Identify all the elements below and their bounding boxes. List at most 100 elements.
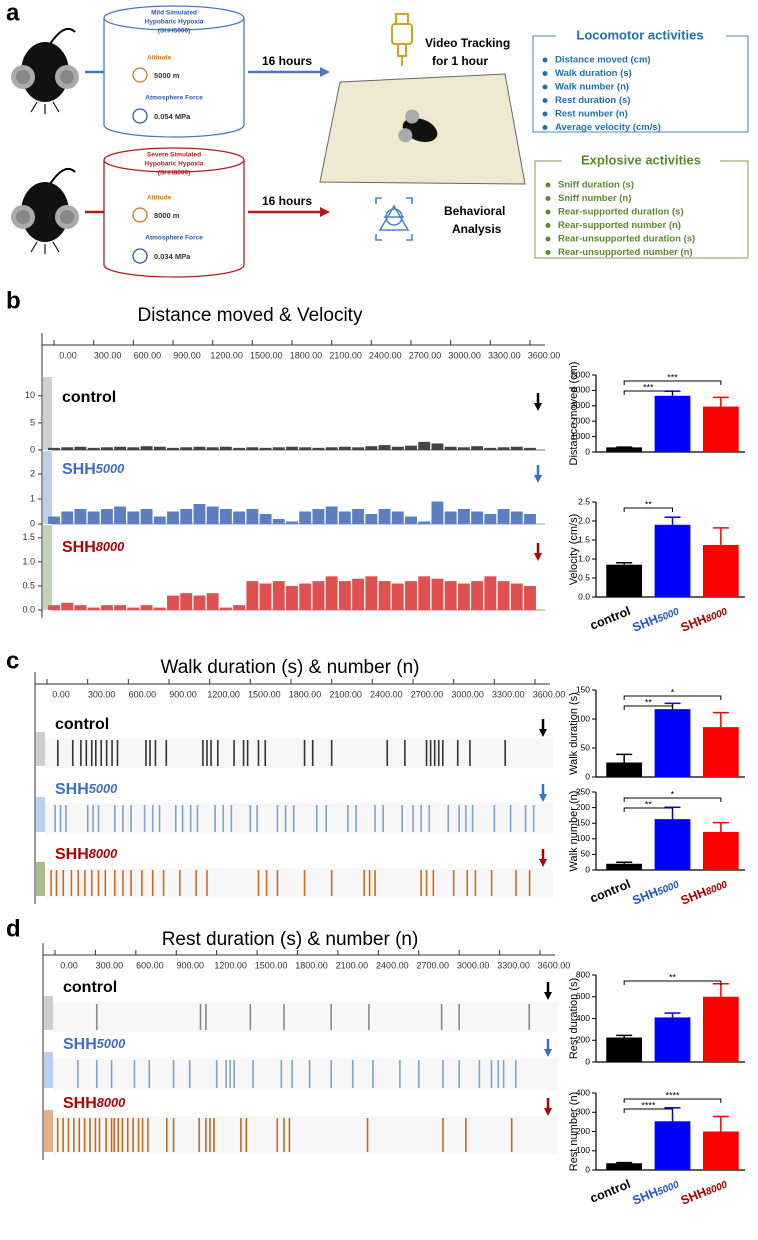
y-axis-label: Distance moved (cm): [568, 362, 580, 466]
activity-item: Sniff number (n): [558, 193, 631, 204]
track-label: control: [63, 979, 117, 996]
y-tick-label: 200: [576, 1035, 590, 1045]
trace-bar: [140, 446, 153, 450]
x-tick-label: 3000.00: [451, 689, 484, 699]
y-axis-label: Rest duration (s): [568, 978, 580, 1059]
marker-arrow-head: [534, 553, 542, 561]
track-band: [53, 1002, 558, 1032]
y-tick-label: 1.0: [578, 553, 590, 563]
trace-bar: [431, 578, 444, 610]
y-tick-label: 0: [30, 518, 35, 528]
force-value: 0.034 MPa: [154, 252, 191, 261]
significance-label: *: [671, 687, 675, 697]
trace-bar: [338, 581, 351, 610]
track-band: [45, 803, 553, 834]
track-strip: [44, 996, 53, 1030]
panel-label: d: [6, 915, 21, 942]
chamber-abbr: (SHH5000): [158, 28, 191, 35]
chamber-title: Hypobaric Hypoxia: [145, 19, 204, 26]
trace-bar: [497, 509, 510, 524]
y-tick-label: 0: [585, 864, 590, 874]
x-tick-label: 1800.00: [289, 689, 322, 699]
x-tick-label: 3600.00: [538, 960, 571, 970]
trace-bar: [524, 447, 536, 450]
trace-bar: [206, 506, 219, 524]
y-tick-label: 0: [585, 446, 590, 456]
trace-bar: [378, 445, 391, 450]
x-tick-label: SHH8000: [679, 604, 730, 635]
trace-bar: [272, 581, 285, 610]
trace-bar: [74, 605, 87, 610]
trace-bar: [338, 511, 351, 524]
altitude-label: Altitude: [147, 55, 172, 62]
trace-bar: [418, 576, 431, 610]
x-tick-label: 1800.00: [295, 960, 328, 970]
significance-bracket: [623, 695, 722, 700]
trace-bar: [48, 447, 60, 450]
y-tick-label: 1000: [571, 431, 590, 441]
bullet: [542, 125, 548, 130]
x-tick-label: control: [588, 1177, 633, 1206]
activity-item: Rear-supported duration (s): [558, 207, 684, 218]
trace-bar: [74, 509, 87, 524]
y-tick-label: 0.5: [22, 580, 35, 590]
trace-bar: [219, 509, 232, 524]
x-tick-label: control: [588, 604, 633, 633]
x-tick-label: 1200.00: [207, 689, 240, 699]
y-tick-label: 1.5: [578, 534, 590, 544]
bar: [606, 1163, 643, 1170]
trace-bar: [431, 443, 444, 450]
panel-label: b: [6, 287, 21, 314]
x-tick-label: 2700.00: [411, 689, 444, 699]
video-label: for 1 hour: [432, 54, 488, 68]
bullet: [545, 250, 551, 255]
marker-arrow-head: [544, 992, 552, 1000]
force-label: Atmosphere Force: [145, 95, 203, 102]
bullet: [542, 57, 548, 63]
y-tick-label: 400: [576, 1087, 590, 1097]
track-strip: [36, 797, 45, 832]
x-tick-label: 3000.00: [457, 960, 490, 970]
mouse-icon: [11, 28, 79, 114]
trace-bar: [510, 446, 523, 450]
trace-bar: [484, 576, 497, 610]
y-tick-label: 5: [30, 417, 35, 427]
bar: [702, 996, 739, 1062]
y-tick-label: 0: [585, 1056, 590, 1066]
trace-bar: [140, 605, 153, 610]
trace-bar: [457, 509, 470, 524]
marker-arrow-head: [534, 403, 542, 411]
panel-label: a: [6, 0, 20, 26]
trace-bar: [484, 447, 497, 450]
trace-bar: [61, 511, 74, 524]
y-tick-label: 2: [30, 468, 35, 478]
duration-label: 16 hours: [262, 194, 312, 208]
duration-label: 16 hours: [262, 54, 312, 68]
activity-item: Rest number (n): [555, 109, 628, 120]
x-tick-label: 1500.00: [250, 350, 283, 360]
trace-bar: [48, 516, 60, 524]
trace-bar: [391, 446, 404, 450]
activity-item: Rear-supported number (n): [558, 220, 681, 231]
trace-bar: [114, 605, 127, 610]
panel-title: Walk duration (s) & number (n): [160, 657, 419, 678]
y-axis-label: Walk number (n): [568, 791, 580, 872]
mouse-icon: [11, 168, 79, 254]
chamber-abbr: (SHH8000): [158, 170, 191, 177]
x-tick-label: 0.00: [52, 689, 70, 699]
x-tick-label: 2400.00: [370, 689, 403, 699]
trace-bar: [365, 446, 378, 450]
significance-label: *: [671, 789, 675, 799]
y-tick-label: 2.5: [578, 496, 590, 506]
y-tick-label: 0: [585, 1164, 590, 1174]
trace-bar: [391, 511, 404, 524]
trace-bar: [272, 447, 285, 450]
bar: [702, 544, 739, 597]
x-tick-label: 900.00: [173, 350, 201, 360]
trace-bar: [471, 446, 484, 450]
trace-bar: [167, 595, 179, 610]
trace-bar: [246, 509, 259, 524]
track-band: [53, 1058, 558, 1090]
y-tick-label: 0.5: [578, 572, 590, 582]
x-tick-label: 3600.00: [533, 689, 566, 699]
